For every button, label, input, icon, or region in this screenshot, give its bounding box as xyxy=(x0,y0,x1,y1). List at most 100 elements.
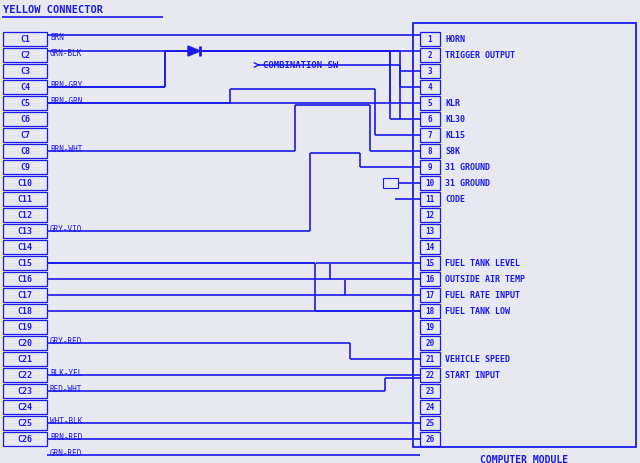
Bar xyxy=(3,400,47,414)
Bar xyxy=(420,368,440,382)
Text: C17: C17 xyxy=(17,290,33,300)
Bar xyxy=(420,160,440,174)
Text: WHT-BLK: WHT-BLK xyxy=(50,417,83,426)
Bar xyxy=(3,32,47,46)
Bar xyxy=(420,64,440,78)
Bar xyxy=(3,224,47,238)
Bar xyxy=(420,320,440,334)
Bar xyxy=(420,80,440,94)
Text: BRN-GRN: BRN-GRN xyxy=(50,97,83,106)
Text: C20: C20 xyxy=(17,338,33,348)
Text: C23: C23 xyxy=(17,387,33,395)
Bar xyxy=(3,208,47,222)
Text: C11: C11 xyxy=(17,194,33,204)
Text: C26: C26 xyxy=(17,434,33,444)
Text: 25: 25 xyxy=(426,419,435,427)
Bar xyxy=(3,160,47,174)
Text: 18: 18 xyxy=(426,307,435,315)
Text: 17: 17 xyxy=(426,290,435,300)
Text: C4: C4 xyxy=(20,82,30,92)
Bar xyxy=(3,352,47,366)
Text: C25: C25 xyxy=(17,419,33,427)
Text: S8K: S8K xyxy=(445,146,460,156)
Text: C6: C6 xyxy=(20,114,30,124)
Text: GRN-BLK: GRN-BLK xyxy=(50,49,83,58)
Text: BRN-GRY: BRN-GRY xyxy=(50,81,83,90)
Bar xyxy=(420,48,440,62)
Text: COMBINATION SW: COMBINATION SW xyxy=(263,61,339,69)
Text: CODE: CODE xyxy=(445,194,465,204)
Text: 23: 23 xyxy=(426,387,435,395)
Text: C21: C21 xyxy=(17,355,33,363)
Bar xyxy=(420,432,440,446)
Text: 21: 21 xyxy=(426,355,435,363)
Bar xyxy=(420,224,440,238)
Bar xyxy=(3,432,47,446)
Text: 3: 3 xyxy=(428,67,432,75)
Text: RED-WHT: RED-WHT xyxy=(50,385,83,394)
Text: C10: C10 xyxy=(17,179,33,188)
Text: 7: 7 xyxy=(428,131,432,139)
Text: 31 GROUND: 31 GROUND xyxy=(445,179,490,188)
Bar xyxy=(420,304,440,318)
Bar xyxy=(3,80,47,94)
Bar xyxy=(3,288,47,302)
Text: 31 GROUND: 31 GROUND xyxy=(445,163,490,171)
Bar xyxy=(420,272,440,286)
Text: 4: 4 xyxy=(428,82,432,92)
Bar xyxy=(3,48,47,62)
Text: 16: 16 xyxy=(426,275,435,283)
Text: 11: 11 xyxy=(426,194,435,204)
Text: C9: C9 xyxy=(20,163,30,171)
Bar xyxy=(3,192,47,206)
Bar xyxy=(420,288,440,302)
Text: GRY-VIO: GRY-VIO xyxy=(50,225,83,234)
Text: C1: C1 xyxy=(20,35,30,44)
Text: 10: 10 xyxy=(426,179,435,188)
Text: 6: 6 xyxy=(428,114,432,124)
Bar xyxy=(420,144,440,158)
Text: START INPUT: START INPUT xyxy=(445,370,500,380)
Text: HORN: HORN xyxy=(445,35,465,44)
Bar xyxy=(420,128,440,142)
Text: GRN-RED: GRN-RED xyxy=(50,449,83,458)
Text: C19: C19 xyxy=(17,323,33,332)
Bar xyxy=(420,416,440,430)
Text: KLR: KLR xyxy=(445,99,460,107)
Text: C13: C13 xyxy=(17,226,33,236)
Bar xyxy=(420,96,440,110)
Text: C5: C5 xyxy=(20,99,30,107)
Text: FUEL TANK LEVEL: FUEL TANK LEVEL xyxy=(445,258,520,268)
Bar xyxy=(3,304,47,318)
Text: 20: 20 xyxy=(426,338,435,348)
Text: C22: C22 xyxy=(17,370,33,380)
Text: BLK-YEL: BLK-YEL xyxy=(50,369,83,378)
Bar xyxy=(3,384,47,398)
Text: C14: C14 xyxy=(17,243,33,251)
Text: 26: 26 xyxy=(426,434,435,444)
Bar xyxy=(3,64,47,78)
Text: C2: C2 xyxy=(20,50,30,60)
Bar xyxy=(420,192,440,206)
Text: FUEL RATE INPUT: FUEL RATE INPUT xyxy=(445,290,520,300)
Text: 22: 22 xyxy=(426,370,435,380)
Text: 15: 15 xyxy=(426,258,435,268)
Bar xyxy=(3,368,47,382)
Bar xyxy=(3,240,47,254)
Text: C16: C16 xyxy=(17,275,33,283)
Bar xyxy=(3,256,47,270)
Bar xyxy=(3,128,47,142)
Bar xyxy=(420,112,440,126)
Text: 13: 13 xyxy=(426,226,435,236)
Bar xyxy=(420,336,440,350)
Bar xyxy=(3,272,47,286)
Bar xyxy=(420,256,440,270)
Bar xyxy=(420,384,440,398)
Text: BRN-RED: BRN-RED xyxy=(50,433,83,442)
Bar xyxy=(383,178,398,188)
Text: YELLOW CONNECTOR: YELLOW CONNECTOR xyxy=(3,5,103,15)
Bar xyxy=(420,176,440,190)
Text: KL30: KL30 xyxy=(445,114,465,124)
Bar xyxy=(3,336,47,350)
Bar xyxy=(3,144,47,158)
